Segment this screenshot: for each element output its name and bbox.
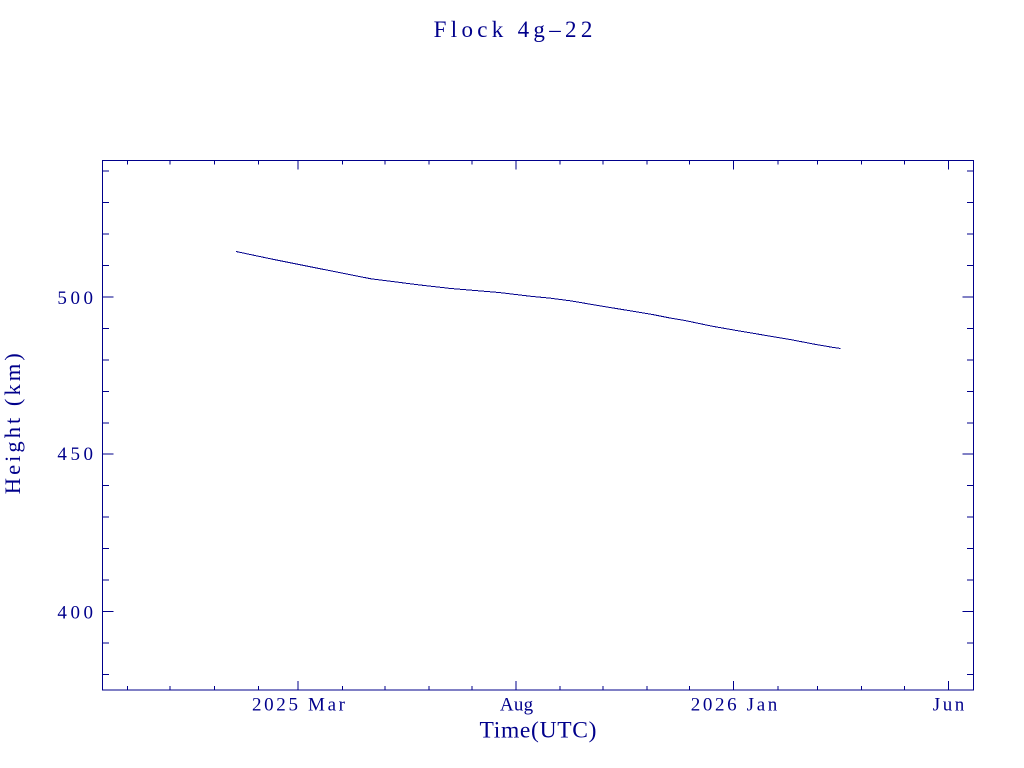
svg-text:500: 500 <box>57 288 93 309</box>
svg-text:2026 Jan: 2026 Jan <box>691 694 778 715</box>
svg-text:Jun: Jun <box>933 694 965 715</box>
svg-text:Aug: Aug <box>500 694 534 715</box>
svg-text:400: 400 <box>57 602 93 623</box>
svg-text:450: 450 <box>57 444 93 465</box>
svg-text:Height (km): Height (km) <box>0 353 25 494</box>
svg-text:Time(UTC): Time(UTC) <box>480 718 597 744</box>
